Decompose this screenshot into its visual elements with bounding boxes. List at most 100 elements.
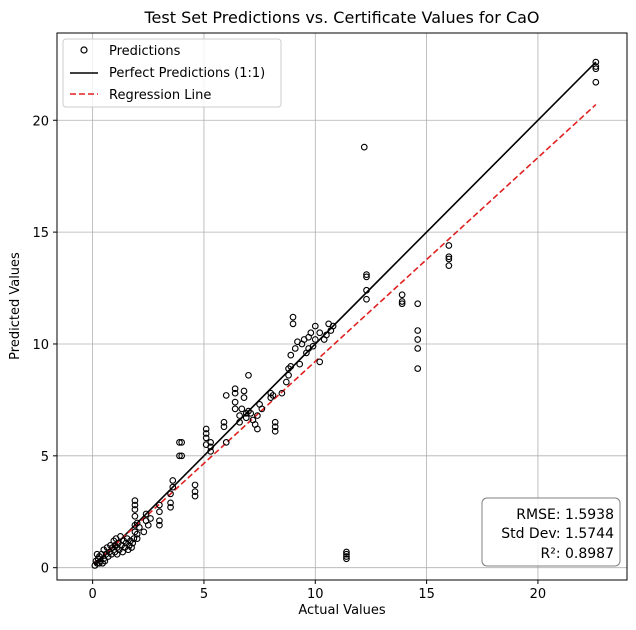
data-point xyxy=(231,405,239,413)
data-point xyxy=(236,418,243,426)
data-point xyxy=(592,58,600,66)
data-point xyxy=(136,524,143,531)
data-point xyxy=(398,291,406,299)
x-tick-label: 15 xyxy=(418,587,435,602)
data-point xyxy=(414,365,422,372)
x-tick-label: 0 xyxy=(88,587,96,602)
data-point xyxy=(130,535,138,542)
perfect-prediction-line xyxy=(94,61,597,567)
data-point xyxy=(287,362,295,370)
data-point xyxy=(167,499,174,507)
data-point xyxy=(271,427,279,435)
stats-box: RMSE: 1.5938 Std Dev: 1.5744 R²: 0.8987 xyxy=(481,497,621,567)
data-point xyxy=(169,483,177,491)
y-tick-label: 0 xyxy=(41,562,49,577)
legend-label-predictions: Predictions xyxy=(109,44,181,59)
data-point xyxy=(307,329,315,337)
data-point xyxy=(296,360,304,368)
data-point xyxy=(156,508,163,516)
data-point xyxy=(360,143,368,151)
chart-title: Test Set Predictions vs. Certificate Val… xyxy=(143,8,539,27)
y-axis-label: Predicted Values xyxy=(8,252,23,360)
data-point xyxy=(254,425,261,433)
data-point xyxy=(363,273,370,281)
data-point xyxy=(363,271,370,278)
data-point xyxy=(131,497,139,504)
data-point xyxy=(445,242,453,249)
data-point xyxy=(207,443,214,451)
y-tick-label: 15 xyxy=(32,226,49,241)
data-point xyxy=(128,544,135,551)
data-point xyxy=(178,452,186,460)
data-point xyxy=(156,517,163,525)
data-point xyxy=(178,439,186,446)
legend-label-perfect: Perfect Predictions (1:1) xyxy=(109,66,265,81)
data-point xyxy=(222,392,230,399)
data-point xyxy=(343,550,350,558)
data-point xyxy=(240,387,248,395)
data-point xyxy=(343,548,350,556)
data-point xyxy=(236,412,243,419)
data-point xyxy=(202,430,210,437)
data-point xyxy=(231,398,239,406)
data-point xyxy=(131,501,139,509)
data-point xyxy=(245,371,252,379)
legend: Predictions Perfect Predictions (1:1) Re… xyxy=(62,38,282,108)
data-point xyxy=(278,389,286,397)
data-point xyxy=(242,414,250,422)
data-point xyxy=(592,63,600,70)
plot-area-frame xyxy=(56,32,628,581)
data-point xyxy=(131,512,139,520)
data-point xyxy=(207,439,214,446)
x-tick-label: 20 xyxy=(530,587,547,602)
data-point xyxy=(222,439,230,446)
data-point xyxy=(329,322,337,330)
data-point xyxy=(220,418,228,426)
data-point xyxy=(289,313,297,321)
data-point xyxy=(231,389,239,397)
data-point xyxy=(363,286,370,294)
data-point xyxy=(445,255,453,263)
data-point xyxy=(144,521,152,529)
x-tick-label: 10 xyxy=(307,587,324,602)
data-point xyxy=(414,336,422,343)
data-point xyxy=(202,434,210,442)
legend-label-regression: Regression Line xyxy=(109,88,211,103)
data-point xyxy=(414,300,422,308)
y-tick-label: 5 xyxy=(41,450,49,465)
legend-box xyxy=(62,38,282,108)
data-point xyxy=(414,345,422,352)
data-point xyxy=(445,262,453,270)
data-point xyxy=(316,329,324,337)
data-point xyxy=(311,322,319,330)
data-point xyxy=(398,300,406,308)
x-tick-label: 5 xyxy=(200,587,208,602)
data-point xyxy=(133,535,141,542)
data-point xyxy=(282,378,290,386)
data-point xyxy=(285,371,292,379)
data-point xyxy=(202,425,210,433)
data-point xyxy=(592,78,600,86)
data-point xyxy=(414,327,422,334)
data-point xyxy=(142,510,150,518)
data-point xyxy=(176,439,183,446)
legend-marker-predictions xyxy=(80,46,88,54)
stats-r2: R²: 0.8987 xyxy=(541,546,615,562)
data-point xyxy=(191,481,199,489)
data-point xyxy=(254,412,261,419)
data-point xyxy=(311,336,319,343)
regression-line xyxy=(94,104,597,564)
data-point xyxy=(289,320,297,328)
line-series xyxy=(94,61,597,567)
data-point xyxy=(133,530,141,538)
stats-box-frame xyxy=(481,497,621,567)
x-axis: 0 5 10 15 20 xyxy=(88,580,546,602)
data-point xyxy=(117,533,124,540)
data-point xyxy=(129,539,137,547)
data-point xyxy=(287,351,295,359)
data-point xyxy=(258,405,266,413)
scatter-points xyxy=(91,58,600,569)
data-point xyxy=(238,405,246,413)
data-point xyxy=(140,528,148,536)
